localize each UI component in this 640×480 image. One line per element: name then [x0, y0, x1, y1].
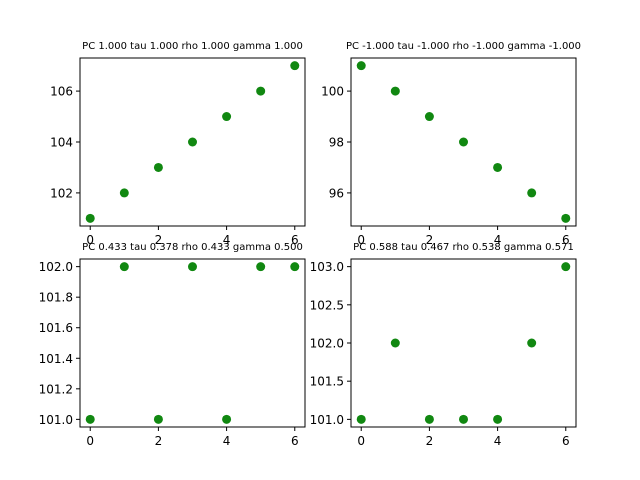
data-point — [493, 414, 503, 424]
x-tick-label: 2 — [426, 434, 434, 448]
y-tick-label: 101.0 — [39, 413, 73, 427]
data-point — [188, 262, 197, 272]
y-tick-label: 102.0 — [39, 260, 73, 274]
y-tick-label: 100 — [321, 85, 344, 99]
data-point — [222, 112, 232, 122]
data-point — [85, 414, 95, 424]
data-point — [153, 162, 163, 172]
data-point — [188, 137, 197, 147]
y-tick-label: 101.5 — [310, 375, 344, 389]
data-point — [290, 262, 300, 272]
y-tick-label: 101.6 — [39, 321, 73, 335]
subplot-title: PC -1.000 tau -1.000 rho -1.000 gamma -1… — [346, 41, 581, 52]
data-point — [85, 213, 95, 223]
data-point — [390, 86, 400, 96]
y-tick-label: 103.0 — [310, 260, 344, 274]
y-tick-label: 101.8 — [39, 291, 73, 305]
data-point — [527, 188, 537, 198]
y-tick-label: 101.4 — [39, 352, 73, 366]
y-tick-label: 98 — [329, 136, 344, 150]
x-tick-label: 0 — [86, 434, 94, 448]
subplot-4: PC 0.588 tau 0.467 rho 0.538 gamma 0.571… — [310, 242, 577, 448]
subplot-2: PC -1.000 tau -1.000 rho -1.000 gamma -1… — [321, 41, 581, 247]
x-tick-label: 4 — [223, 233, 231, 247]
data-point — [459, 137, 468, 147]
data-point — [527, 338, 537, 348]
x-tick-label: 6 — [291, 434, 299, 448]
data-point — [119, 262, 129, 272]
data-point — [493, 162, 503, 172]
data-point — [356, 61, 366, 71]
y-tick-label: 101.2 — [39, 382, 73, 396]
x-tick-label: 2 — [426, 233, 434, 247]
axes-frame — [79, 258, 306, 428]
data-point — [424, 112, 434, 122]
data-point — [356, 414, 366, 424]
data-point — [153, 414, 163, 424]
axes-frame — [350, 57, 577, 227]
subplot-title: PC 0.588 tau 0.467 rho 0.538 gamma 0.571 — [353, 242, 574, 253]
y-tick-label: 104 — [50, 136, 73, 150]
x-tick-label: 2 — [155, 434, 163, 448]
subplot-title: PC 0.433 tau 0.378 rho 0.433 gamma 0.500 — [82, 242, 303, 253]
axes-frame — [79, 57, 306, 227]
x-tick-label: 4 — [494, 434, 502, 448]
x-tick-label: 4 — [223, 434, 231, 448]
subplot-3: PC 0.433 tau 0.378 rho 0.433 gamma 0.500… — [39, 242, 306, 448]
data-point — [390, 338, 400, 348]
data-point — [424, 414, 434, 424]
x-tick-label: 0 — [357, 233, 365, 247]
y-tick-label: 102.0 — [310, 337, 344, 351]
data-point — [561, 262, 571, 272]
x-tick-label: 2 — [155, 233, 163, 247]
data-point — [119, 188, 129, 198]
y-tick-label: 101.0 — [310, 413, 344, 427]
data-point — [561, 213, 571, 223]
axes-frame — [350, 258, 577, 428]
y-tick-label: 102 — [50, 186, 73, 200]
y-tick-label: 102.5 — [310, 298, 344, 312]
data-point — [459, 414, 468, 424]
y-tick-label: 96 — [329, 186, 344, 200]
x-tick-label: 6 — [562, 233, 570, 247]
subplot-title: PC 1.000 tau 1.000 rho 1.000 gamma 1.000 — [82, 41, 303, 52]
data-point — [256, 262, 266, 272]
x-tick-label: 6 — [291, 233, 299, 247]
x-tick-label: 4 — [494, 233, 502, 247]
x-tick-label: 0 — [357, 434, 365, 448]
data-point — [290, 61, 300, 71]
data-point — [222, 414, 232, 424]
data-point — [256, 86, 266, 96]
x-tick-label: 0 — [86, 233, 94, 247]
subplot-1: PC 1.000 tau 1.000 rho 1.000 gamma 1.000… — [50, 41, 306, 247]
y-tick-label: 106 — [50, 85, 73, 99]
x-tick-label: 6 — [562, 434, 570, 448]
